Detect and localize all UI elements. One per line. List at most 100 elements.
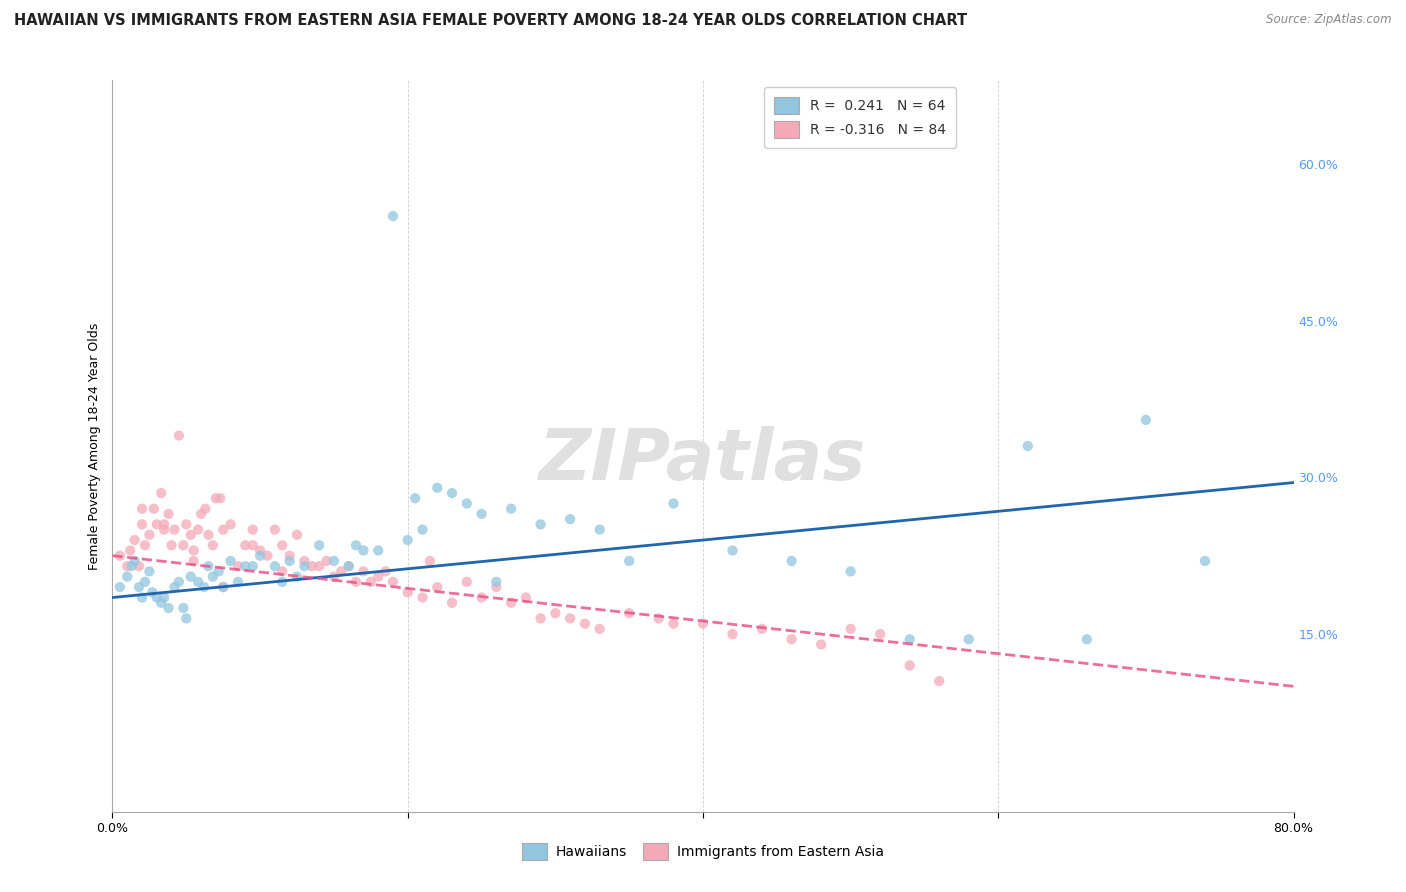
Point [163, 580, 186, 594]
Point [839, 622, 862, 636]
Point [124, 554, 146, 568]
Point [167, 428, 190, 442]
Point [780, 632, 803, 647]
Point [928, 674, 950, 689]
Point [205, 491, 228, 506]
Point [367, 569, 389, 583]
Point [485, 574, 508, 589]
Point [308, 538, 330, 552]
Point [558, 611, 582, 625]
Point [441, 486, 464, 500]
Point [187, 574, 209, 589]
Point [301, 559, 323, 574]
Point [382, 574, 405, 589]
Point [201, 569, 224, 583]
Point [212, 523, 235, 537]
Point [441, 596, 464, 610]
Point [285, 528, 308, 542]
Point [193, 580, 215, 594]
Point [172, 601, 194, 615]
Point [264, 559, 287, 574]
Point [233, 538, 256, 552]
Point [308, 559, 330, 574]
Point [108, 580, 131, 594]
Point [411, 591, 433, 605]
Point [344, 538, 367, 552]
Point [456, 496, 478, 510]
Point [256, 549, 278, 563]
Point [619, 554, 641, 568]
Point [501, 501, 523, 516]
Point [183, 554, 205, 568]
Point [172, 538, 194, 552]
Point [212, 580, 235, 594]
Point [352, 565, 374, 579]
Y-axis label: Female Poverty Among 18-24 Year Olds: Female Poverty Among 18-24 Year Olds [89, 322, 101, 570]
Point [323, 554, 346, 568]
Point [197, 559, 219, 574]
Point [662, 616, 685, 631]
Point [108, 549, 131, 563]
Point [208, 565, 231, 579]
Point [160, 538, 183, 552]
Point [780, 554, 803, 568]
Point [1194, 554, 1216, 568]
Point [150, 486, 173, 500]
Point [558, 512, 582, 526]
Point [426, 481, 449, 495]
Point [187, 523, 209, 537]
Point [374, 565, 396, 579]
Point [456, 574, 478, 589]
Point [292, 554, 315, 568]
Point [396, 585, 419, 599]
Point [278, 549, 301, 563]
Point [337, 559, 360, 574]
Point [128, 559, 150, 574]
Point [150, 596, 173, 610]
Point [174, 611, 197, 625]
Point [721, 543, 744, 558]
Point [138, 565, 160, 579]
Point [180, 528, 202, 542]
Point [138, 528, 160, 542]
Point [898, 632, 921, 647]
Point [619, 606, 641, 620]
Point [515, 591, 537, 605]
Point [219, 517, 242, 532]
Point [153, 523, 176, 537]
Point [810, 638, 832, 652]
Text: HAWAIIAN VS IMMIGRANTS FROM EASTERN ASIA FEMALE POVERTY AMONG 18-24 YEAR OLDS CO: HAWAIIAN VS IMMIGRANTS FROM EASTERN ASIA… [14, 13, 967, 29]
Point [588, 523, 610, 537]
Point [271, 565, 294, 579]
Point [470, 591, 494, 605]
Point [588, 622, 610, 636]
Point [212, 580, 235, 594]
Point [323, 569, 346, 583]
Point [404, 491, 426, 506]
Point [134, 574, 156, 589]
Point [242, 559, 264, 574]
Point [529, 517, 551, 532]
Point [360, 574, 382, 589]
Point [153, 517, 176, 532]
Point [120, 543, 142, 558]
Point [1135, 413, 1157, 427]
Point [544, 606, 567, 620]
Point [128, 580, 150, 594]
Point [315, 554, 337, 568]
Point [157, 601, 180, 615]
Point [146, 591, 169, 605]
Point [131, 501, 153, 516]
Point [209, 491, 232, 506]
Point [292, 559, 315, 574]
Point [141, 585, 163, 599]
Point [194, 501, 217, 516]
Point [146, 517, 169, 532]
Point [839, 565, 862, 579]
Legend: Hawaiians, Immigrants from Eastern Asia: Hawaiians, Immigrants from Eastern Asia [515, 836, 891, 867]
Point [121, 559, 143, 574]
Point [344, 574, 367, 589]
Point [352, 543, 374, 558]
Point [957, 632, 980, 647]
Point [751, 622, 773, 636]
